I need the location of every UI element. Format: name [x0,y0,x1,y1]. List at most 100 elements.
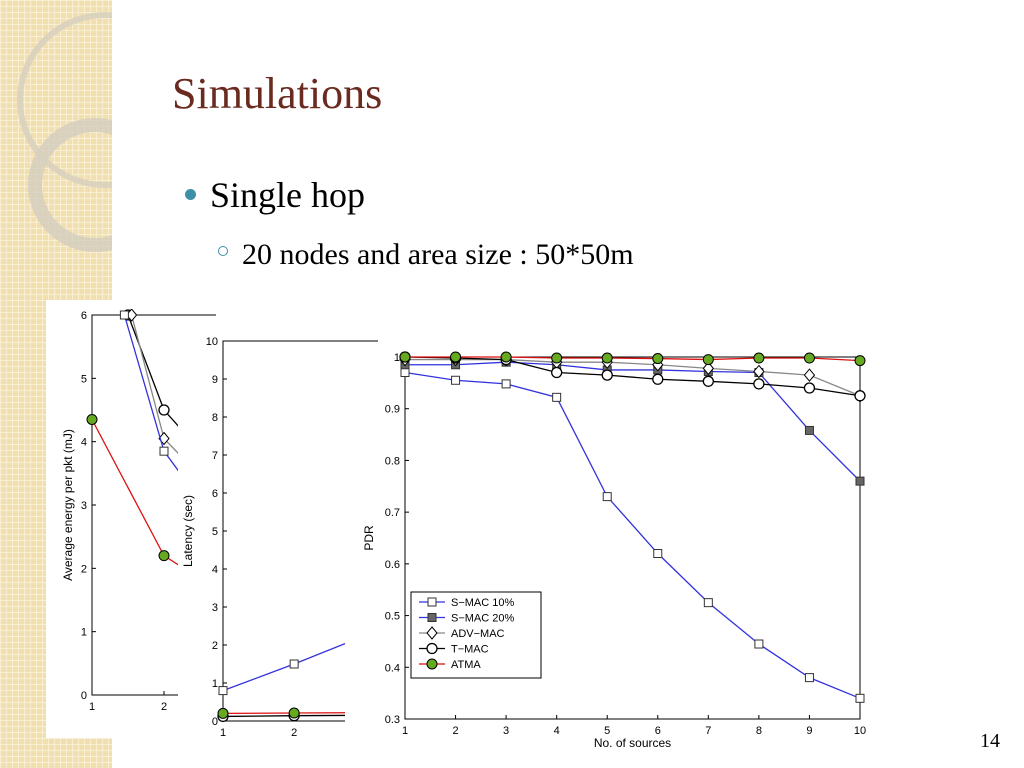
series-line [404,356,861,397]
bullet-level-2: 20 nodes and area size : 50*50m [218,238,634,272]
data-point [288,707,300,719]
bullet-ring-icon [218,246,228,257]
series-line [405,356,861,362]
x-tick-label: 1 [220,727,226,739]
data-point [854,355,866,367]
y-tick-label: 1 [212,678,218,690]
series-line [222,714,378,718]
series-line [405,358,861,397]
x-axis-label: No. of sources [594,736,671,750]
y-tick-label: 0.7 [385,507,400,519]
x-tick-label: 1 [402,725,408,737]
legend: S−MAC 10% S−MAC 20% ADV−MAC T−MAC ATMA [410,591,542,679]
y-tick-label: 6 [81,310,87,322]
legend-label: S−MAC 20% [451,613,514,625]
y-tick-label: 0.3 [385,714,400,726]
data-point [217,707,229,719]
data-point [218,686,228,696]
data-point [702,361,714,376]
y-axis-label: Average energy per pkt (mJ) [61,429,75,581]
data-point [86,414,98,425]
data-point [158,404,170,416]
data-point [601,369,613,381]
x-tick-label: 5 [604,725,610,737]
y-tick-label: 0.4 [385,662,400,674]
bullet-level-1: Single hop [185,174,365,216]
legend-label: ATMA [451,659,481,671]
legend-marker [427,613,437,622]
y-tick-label: 4 [81,437,87,449]
data-point [399,351,411,363]
x-tick-label: 9 [806,725,812,737]
series-group [399,351,866,703]
y-tick-label: 4 [212,564,218,576]
data-point [451,375,461,385]
data-point [754,639,764,649]
data-point [652,373,664,385]
y-tick-label: 1 [394,352,400,364]
data-point [803,352,815,364]
data-point [551,352,563,364]
x-tick-label: 10 [854,725,866,737]
legend-marker [426,626,438,640]
y-tick-label: 1 [81,627,87,639]
pdr-chart: 0.3 0.4 0.5 0.6 0.7 0.8 0.9 1 1 2 3 4 5 6 7 8 9 10 PDR No. … [362,351,866,750]
data-point [119,310,129,320]
latency-chart-panel: 012345678910123Latency (sec) [178,328,378,748]
data-point [855,476,865,486]
bullet-text: Single hop [210,175,366,215]
data-point [501,379,511,389]
y-tick-label: 0.5 [385,611,400,623]
y-tick-label: 2 [212,640,218,652]
x-tick-label: 2 [452,725,458,737]
data-point [551,366,563,379]
legend-label: T−MAC [451,644,489,656]
data-point [854,390,866,402]
y-tick-label: 3 [212,602,218,614]
data-point [855,693,865,703]
data-point [552,392,562,402]
y-tick-label: 5 [81,373,87,385]
data-point [753,364,765,379]
data-point [500,351,512,363]
data-point [159,446,169,456]
y-tick-label: 6 [212,488,218,500]
data-point [804,673,814,683]
bullet-dot-icon [185,189,196,201]
data-point [702,375,714,387]
data-point [753,378,765,390]
y-tick-label: 0.9 [385,404,400,416]
y-axis-label: PDR [362,525,376,551]
x-tick-label: 2 [291,727,297,739]
y-tick-label: 0.8 [385,455,400,467]
y-tick-label: 3 [81,500,87,512]
legend-marker [426,642,438,655]
data-point [803,382,816,394]
legend-marker [427,597,437,607]
series-line [404,371,861,699]
y-tick-label: 5 [212,526,218,538]
legend-label: S−MAC 10% [451,597,514,609]
y-tick-label: 2 [81,563,87,575]
page-number: 14 [980,730,1000,752]
y-tick-label: 0 [81,690,87,702]
x-tick-label: 4 [554,725,560,737]
y-tick-label: 0.6 [385,559,400,571]
x-tick-label: 1 [89,701,95,713]
y-tick-label: 7 [212,450,218,462]
data-point [804,425,814,435]
series-line [222,599,378,692]
data-point [601,352,613,364]
data-point [602,492,612,502]
legend-marker [426,658,438,670]
x-tick-label: 6 [655,725,661,737]
data-point [703,598,713,608]
data-point [803,368,816,382]
data-point [702,354,714,366]
y-tick-label: 9 [212,374,218,386]
x-tick-label: 3 [503,725,509,737]
y-tick-label: 10 [206,336,218,348]
data-point [652,353,664,365]
x-tick-label: 7 [705,725,711,737]
y-axis-label: Latency (sec) [181,495,195,567]
